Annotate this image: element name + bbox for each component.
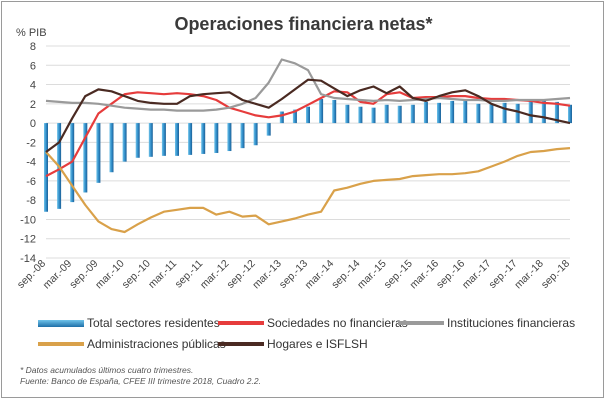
bar-total-sectores: [554, 101, 559, 124]
bar-total-sectores: [423, 101, 428, 124]
x-tick-label: mar.-14: [303, 258, 337, 292]
y-tick-label: -14: [20, 253, 36, 265]
bar-total-sectores: [306, 106, 310, 124]
x-tick-label: mar.-11: [146, 258, 179, 291]
bar-total-sectores: [188, 123, 193, 155]
legend-swatch-instituciones: [398, 321, 444, 325]
bar-total-sectores: [502, 102, 507, 124]
x-tick-label: mar.-10: [93, 258, 127, 292]
y-tick-label: -12: [20, 234, 36, 246]
bar-total-sectores: [122, 123, 127, 162]
bar-total-sectores: [332, 99, 337, 124]
y-tick-label: -4: [26, 157, 36, 169]
bar-total-sectores: [450, 100, 455, 124]
legend-label-administraciones: Administraciones públicas: [87, 337, 226, 351]
legend-label-instituciones: Instituciones financieras: [447, 316, 576, 330]
line-administraciones: [45, 147, 571, 234]
bar-total-sectores: [148, 123, 153, 157]
bar-total-sectores: [319, 99, 324, 124]
y-tick-label: 4: [30, 80, 36, 92]
y-axis-label: % PIB: [16, 27, 47, 39]
x-tick-label: sep.-10: [120, 258, 153, 291]
bar-total-sectores: [437, 102, 441, 124]
bar-total-sectores: [96, 123, 101, 183]
bar-total-sectores: [44, 123, 48, 212]
legend-item-instituciones: Instituciones financieras: [398, 316, 575, 330]
y-tick-label: -8: [26, 195, 36, 207]
bar-total-sectores: [253, 123, 258, 146]
bar-total-sectores: [568, 104, 572, 124]
bar-total-sectores: [476, 103, 481, 124]
bar-total-sectores: [240, 123, 245, 149]
bar-total-sectores: [109, 123, 114, 173]
bar-total-sectores: [489, 103, 494, 124]
x-tick-label: mar.-09: [41, 258, 75, 292]
bar-total-sectores: [515, 103, 520, 124]
y-tick-label: -10: [20, 214, 36, 226]
y-tick-label: 8: [30, 41, 36, 53]
bar-total-sectores: [410, 104, 415, 124]
x-tick-label: mar.-18: [512, 258, 546, 292]
legend-swatch-sociedades: [218, 321, 264, 325]
x-tick-label: mar.-13: [250, 258, 284, 292]
legend-swatch-administraciones: [38, 342, 84, 346]
bar-total-sectores: [135, 123, 140, 158]
footnote: * Datos acumulados últimos cuatro trimes…: [20, 365, 194, 375]
bar-total-sectores: [541, 99, 546, 124]
y-tick-label: -2: [26, 137, 36, 149]
line-hogares: [45, 78, 571, 153]
y-tick-label: 6: [30, 60, 36, 72]
y-tick-label: 2: [30, 99, 36, 111]
bar-total-sectores: [266, 123, 271, 136]
legend-item-total: Total sectores residentes: [38, 316, 220, 330]
bar-total-sectores: [358, 106, 363, 124]
legend-label-total: Total sectores residentes: [87, 316, 220, 330]
bar-total-sectores: [201, 123, 206, 154]
legend-swatch-hogares: [218, 342, 264, 346]
line-instituciones: [45, 58, 571, 112]
chart-title: Operaciones financiera netas*: [174, 14, 433, 34]
legend-label-hogares: Hogares e ISFLSH: [267, 337, 368, 351]
bar-total-sectores: [214, 123, 219, 153]
bar-total-sectores: [83, 123, 88, 193]
legend-item-administraciones: Administraciones públicas: [38, 337, 226, 351]
bar-total-sectores: [175, 123, 179, 156]
y-tick-label: -6: [26, 176, 36, 188]
bar-total-sectores: [397, 105, 402, 124]
legend-item-sociedades: Sociedades no financieras: [218, 316, 408, 330]
source-note: Fuente: Banco de España, CFEE III trimes…: [20, 376, 261, 386]
bar-total-sectores: [371, 107, 376, 124]
bar-total-sectores: [528, 99, 533, 124]
bar-total-sectores: [279, 111, 284, 124]
legend-item-hogares: Hogares e ISFLSH: [218, 337, 368, 351]
legend-swatch-total: [38, 319, 84, 327]
bar-total-sectores: [227, 123, 232, 152]
x-tick-label: mar.-17: [460, 258, 494, 292]
y-tick-label: 0: [30, 118, 36, 130]
bar-total-sectores: [345, 104, 350, 124]
chart-notes: * Datos acumulados últimos cuatro trimes…: [20, 365, 261, 387]
bar-total-sectores: [161, 123, 166, 156]
x-tick-label: sep.-18: [539, 258, 572, 291]
x-tick-label: mar.-12: [198, 258, 232, 292]
bar-total-sectores: [292, 109, 297, 124]
x-tick-label: mar.-16: [407, 258, 441, 292]
bar-total-sectores: [463, 100, 468, 124]
legend-label-sociedades: Sociedades no financieras: [267, 316, 408, 330]
x-tick-label: mar.-15: [355, 258, 389, 292]
bar-total-sectores: [384, 104, 389, 124]
